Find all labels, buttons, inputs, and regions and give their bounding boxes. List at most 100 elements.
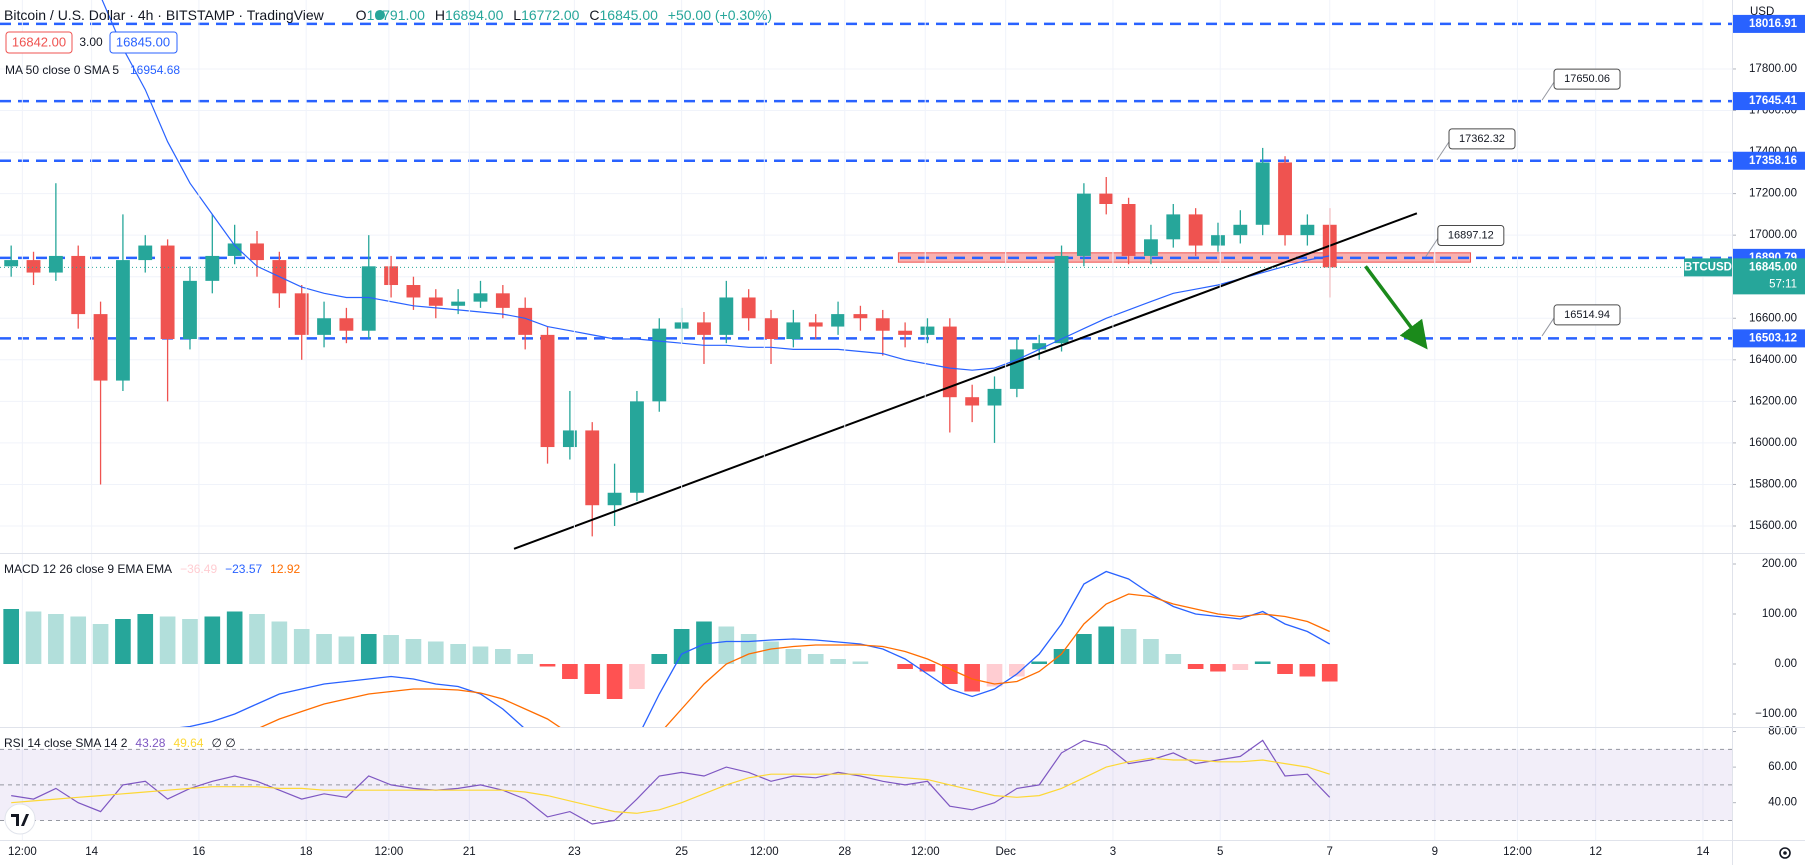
candle-body bbox=[317, 318, 331, 335]
macd-hist-bar bbox=[383, 635, 399, 664]
candle-body bbox=[965, 397, 980, 406]
countdown: 57:11 bbox=[1769, 278, 1797, 290]
macd-hist-bar bbox=[1254, 661, 1271, 664]
candle-body bbox=[562, 430, 577, 448]
candle-body bbox=[898, 330, 913, 335]
macd-hist-bar bbox=[1277, 664, 1293, 674]
macd-hist-bar bbox=[316, 634, 332, 664]
candle-body bbox=[205, 255, 220, 281]
rsi-legend-rsi: 43.28 bbox=[135, 736, 165, 750]
ma-legend: MA 50 close 0 SMA 5 bbox=[5, 63, 119, 77]
macd-hist-bar bbox=[1321, 664, 1338, 682]
macd-hist-bar bbox=[249, 614, 265, 664]
macd-hist-bar bbox=[830, 659, 846, 664]
macd-hist-bar bbox=[986, 664, 1003, 687]
candle-body bbox=[942, 326, 957, 398]
y-tick-label: 200.00 bbox=[1762, 558, 1797, 570]
x-tick-label: 12:00 bbox=[911, 846, 940, 858]
sell-price: 16842.00 bbox=[12, 34, 66, 49]
macd-hist-bar bbox=[964, 664, 980, 692]
settings-icon[interactable] bbox=[1779, 847, 1791, 859]
candle-body bbox=[1233, 224, 1248, 236]
macd-hist-bar bbox=[92, 624, 109, 664]
x-tick-label: 12 bbox=[1589, 846, 1602, 858]
macd-hist-bar bbox=[25, 611, 42, 664]
macd-hist-bar bbox=[785, 649, 802, 664]
y-tick-label: 17200.00 bbox=[1749, 188, 1797, 200]
candle-body bbox=[406, 285, 421, 298]
y-tick-label: 80.00 bbox=[1768, 726, 1797, 738]
symbol-title: Bitcoin / U.S. Dollar · 4h · BITSTAMP · … bbox=[4, 7, 325, 23]
candle-body bbox=[585, 430, 600, 506]
x-tick-label: 28 bbox=[838, 846, 851, 858]
ohlc-c-value: 16845.00 bbox=[600, 7, 659, 23]
candle-body bbox=[115, 260, 130, 381]
macd-legend-macd: −23.57 bbox=[225, 562, 262, 576]
macd-hist-bar bbox=[763, 641, 779, 664]
line bbox=[101, 0, 1330, 371]
y-tick-label: 16600.00 bbox=[1749, 312, 1797, 324]
candle-body bbox=[1032, 343, 1047, 350]
ohlc-l-value: 16772.00 bbox=[521, 7, 580, 23]
macd-hist-bar bbox=[204, 616, 221, 664]
macd-hist-bar bbox=[48, 614, 64, 664]
buy-button[interactable] bbox=[109, 31, 178, 54]
candle-body bbox=[384, 266, 399, 286]
x-tick-label: 12:00 bbox=[750, 846, 779, 858]
callout-label: 16897.12 bbox=[1448, 229, 1494, 241]
macd-hist-bar bbox=[941, 664, 958, 684]
macd-hist-bar bbox=[1076, 634, 1092, 664]
candle-body bbox=[160, 245, 175, 340]
candle-body bbox=[719, 297, 734, 335]
tv-logo[interactable] bbox=[4, 803, 36, 835]
candle-body bbox=[1121, 203, 1136, 256]
level-axis-label: 16503.12 bbox=[1749, 332, 1797, 344]
macd-hist-bar bbox=[450, 644, 466, 664]
callout-label: 16514.94 bbox=[1564, 309, 1610, 321]
callout-box bbox=[1448, 128, 1516, 150]
rsi-legend-extra: ∅ ∅ bbox=[211, 736, 235, 750]
callout-box bbox=[1553, 68, 1621, 90]
x-tick-label: 5 bbox=[1217, 846, 1223, 858]
candle-body bbox=[697, 322, 711, 335]
candle-body bbox=[1076, 193, 1091, 256]
macd-hist-bar bbox=[1098, 626, 1115, 664]
candle-body bbox=[473, 293, 488, 302]
candle-body bbox=[652, 328, 667, 402]
y-tick-label: 15800.00 bbox=[1749, 478, 1797, 490]
macd-hist-bar bbox=[740, 634, 757, 664]
macd-hist-bar bbox=[338, 636, 355, 664]
x-tick-label: 12:00 bbox=[8, 846, 37, 858]
level-axis-label-bg bbox=[1732, 92, 1805, 111]
x-tick-label: 14 bbox=[1697, 846, 1710, 858]
macd-hist-bar bbox=[137, 614, 154, 664]
callout-box bbox=[1553, 304, 1621, 326]
x-tick-label: Dec bbox=[995, 846, 1016, 858]
x-tick-label: 7 bbox=[1327, 846, 1333, 858]
macd-hist-bar bbox=[562, 664, 578, 679]
macd-hist-bar bbox=[718, 626, 735, 664]
macd-hist-bar bbox=[852, 661, 869, 664]
y-tick-label: 100.00 bbox=[1762, 608, 1797, 620]
macd-hist-bar bbox=[539, 664, 556, 667]
candle-body bbox=[361, 266, 376, 331]
macd-hist-bar bbox=[1299, 664, 1316, 677]
y-tick-label: 40.00 bbox=[1768, 797, 1797, 809]
sell-button[interactable] bbox=[5, 31, 73, 54]
callout-label: 17650.06 bbox=[1564, 73, 1610, 85]
line bbox=[179, 570, 1331, 727]
callout-pointer bbox=[1541, 81, 1555, 101]
line bbox=[11, 757, 1330, 814]
candle-body bbox=[875, 318, 890, 331]
y-tick-label: 0.00 bbox=[1775, 658, 1797, 670]
level-axis-label-bg bbox=[1732, 329, 1805, 348]
ohlc-c: C bbox=[589, 7, 599, 23]
x-tick-label: 18 bbox=[300, 846, 313, 858]
candle-body bbox=[607, 492, 622, 506]
callout-label: 17362.32 bbox=[1459, 133, 1505, 145]
candle-body bbox=[294, 293, 309, 335]
macd-hist-bar bbox=[405, 639, 422, 664]
macd-hist-bar bbox=[115, 619, 131, 664]
x-tick-label: 12:00 bbox=[1503, 846, 1532, 858]
